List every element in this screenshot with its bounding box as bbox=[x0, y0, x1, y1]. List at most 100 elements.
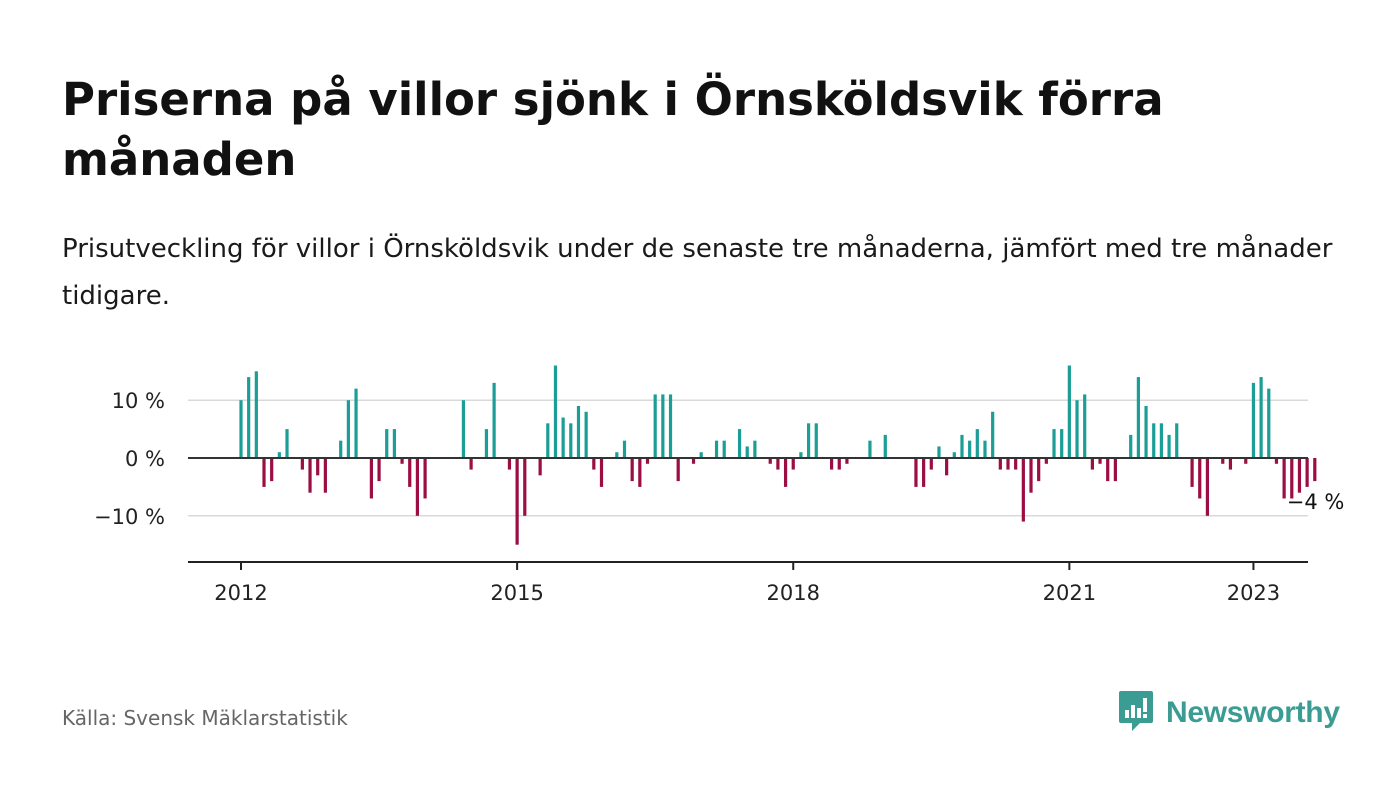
bar bbox=[277, 452, 281, 458]
chart-subtitle: Prisutveckling för villor i Örnsköldsvik… bbox=[62, 234, 1333, 311]
bar bbox=[300, 458, 304, 470]
bar bbox=[868, 440, 872, 458]
bar bbox=[1090, 458, 1094, 470]
bar bbox=[369, 458, 373, 499]
bar bbox=[1037, 458, 1041, 482]
bar bbox=[714, 440, 719, 458]
bar bbox=[515, 458, 519, 545]
bar bbox=[722, 440, 726, 458]
bar bbox=[914, 458, 918, 487]
bar bbox=[661, 394, 665, 458]
bar bbox=[991, 411, 995, 458]
bar bbox=[776, 458, 780, 470]
bar bbox=[1067, 365, 1071, 458]
bar bbox=[829, 458, 834, 470]
bar bbox=[408, 458, 412, 487]
bar bbox=[1290, 458, 1294, 499]
bar bbox=[1159, 423, 1163, 458]
bar bbox=[492, 382, 496, 458]
bar bbox=[998, 458, 1002, 470]
bar bbox=[339, 440, 343, 458]
bar bbox=[630, 458, 634, 482]
bar bbox=[929, 458, 933, 470]
bar bbox=[806, 423, 811, 458]
x-tick-label: 2018 bbox=[767, 581, 820, 605]
bar bbox=[1305, 458, 1309, 487]
bar bbox=[691, 458, 696, 464]
bar bbox=[638, 458, 642, 487]
bar bbox=[983, 440, 987, 458]
bar bbox=[1175, 423, 1179, 458]
bar bbox=[1267, 388, 1271, 458]
bar bbox=[1282, 458, 1286, 499]
bar bbox=[354, 388, 358, 458]
bar bbox=[745, 446, 749, 458]
bar bbox=[699, 452, 703, 458]
bar bbox=[952, 452, 956, 458]
bar bbox=[622, 440, 627, 458]
bar bbox=[1060, 429, 1064, 458]
bar bbox=[975, 429, 979, 458]
bar bbox=[254, 371, 258, 458]
bar bbox=[676, 458, 680, 482]
bar bbox=[1190, 458, 1194, 487]
newsworthy-logo-icon bbox=[1118, 690, 1154, 736]
bar bbox=[968, 440, 972, 458]
bar bbox=[1313, 458, 1317, 482]
bar bbox=[1259, 377, 1263, 458]
bar bbox=[783, 458, 788, 487]
bar bbox=[1129, 434, 1133, 458]
bar bbox=[1029, 458, 1033, 493]
bar bbox=[584, 411, 588, 458]
bar bbox=[523, 458, 527, 516]
bar bbox=[316, 458, 320, 476]
bar bbox=[615, 452, 619, 458]
bar bbox=[576, 405, 581, 458]
bar bbox=[1167, 434, 1171, 458]
bar bbox=[1274, 458, 1279, 464]
bar bbox=[768, 458, 772, 464]
bar bbox=[1044, 458, 1048, 464]
bar bbox=[262, 458, 266, 487]
bar bbox=[377, 458, 381, 482]
bar bbox=[1297, 458, 1302, 493]
bar bbox=[561, 417, 565, 458]
bar bbox=[270, 458, 274, 482]
bar bbox=[937, 446, 941, 458]
bar bbox=[1228, 458, 1233, 470]
bar bbox=[461, 400, 466, 458]
chart-title: Priserna på villor sjönk i Örnsköldsvik … bbox=[62, 73, 1164, 186]
bar bbox=[1136, 377, 1140, 458]
bar bbox=[484, 429, 489, 458]
bar bbox=[653, 394, 657, 458]
bar bbox=[507, 458, 512, 470]
bar bbox=[308, 458, 312, 493]
bar bbox=[799, 452, 803, 458]
bar bbox=[323, 458, 327, 493]
last-value-label: −4 % bbox=[1287, 490, 1345, 514]
y-tick-label: 10 % bbox=[112, 389, 165, 413]
bar bbox=[1113, 458, 1117, 482]
bar bbox=[247, 377, 251, 458]
brand-logo[interactable]: Newsworthy bbox=[1118, 690, 1340, 736]
bar bbox=[922, 458, 926, 487]
bar bbox=[1006, 458, 1010, 470]
x-tick-label: 2012 bbox=[214, 581, 267, 605]
bar bbox=[1221, 458, 1225, 464]
bar bbox=[1152, 423, 1156, 458]
bar bbox=[1075, 400, 1079, 458]
bar bbox=[1083, 394, 1087, 458]
bar bbox=[469, 458, 473, 470]
y-tick-label: 0 % bbox=[125, 447, 165, 471]
source-text: Källa: Svensk Mäklarstatistik bbox=[62, 706, 348, 730]
bar bbox=[645, 458, 650, 464]
bar bbox=[668, 394, 673, 458]
bar bbox=[837, 458, 841, 470]
bar bbox=[1021, 458, 1025, 522]
bar bbox=[400, 458, 404, 464]
bar bbox=[239, 400, 243, 458]
bar bbox=[1052, 429, 1056, 458]
bar bbox=[1014, 458, 1018, 470]
bar bbox=[599, 458, 604, 487]
bar bbox=[569, 423, 573, 458]
